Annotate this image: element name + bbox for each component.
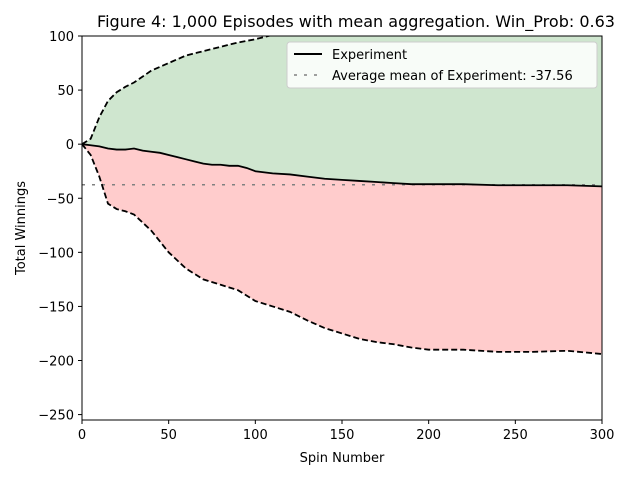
legend: Experiment Average mean of Experiment: -… — [286, 41, 598, 89]
legend-box — [286, 41, 598, 89]
y-tick-label: −100 — [38, 246, 74, 261]
x-tick-label: 100 — [243, 428, 268, 443]
y-tick-label: −150 — [38, 300, 74, 315]
x-axis-label: Spin Number — [300, 451, 385, 466]
x-tick-label: 150 — [330, 428, 355, 443]
y-tick-label: 50 — [57, 84, 74, 99]
y-tick-label: −200 — [38, 355, 74, 370]
x-tick-label: 250 — [503, 428, 528, 443]
y-tick-label: −50 — [47, 192, 74, 207]
chart-title: Figure 4: 1,000 Episodes with mean aggre… — [97, 12, 615, 32]
experiment-line — [82, 143, 602, 188]
legend-experiment-label: Experiment — [332, 48, 407, 63]
y-axis-label: Total Winnings — [14, 181, 29, 276]
x-tick-label: 300 — [590, 428, 615, 443]
lower-band-fill — [82, 144, 602, 355]
x-tick-label: 0 — [78, 428, 86, 443]
upper-band-line — [82, 36, 273, 145]
axes: 0 50 100 150 200 250 300 100 50 0 −50 −100 −150 −200 −… — [38, 30, 614, 443]
x-tick-label: 50 — [160, 428, 177, 443]
y-tick-label: 0 — [66, 138, 74, 153]
y-tick-label: −250 — [38, 409, 74, 424]
series-lines — [82, 36, 602, 355]
lower-band-line — [82, 143, 602, 355]
legend-average-label: Average mean of Experiment: -37.56 — [332, 69, 573, 84]
x-tick-label: 200 — [416, 428, 441, 443]
y-tick-label: 100 — [49, 30, 74, 45]
